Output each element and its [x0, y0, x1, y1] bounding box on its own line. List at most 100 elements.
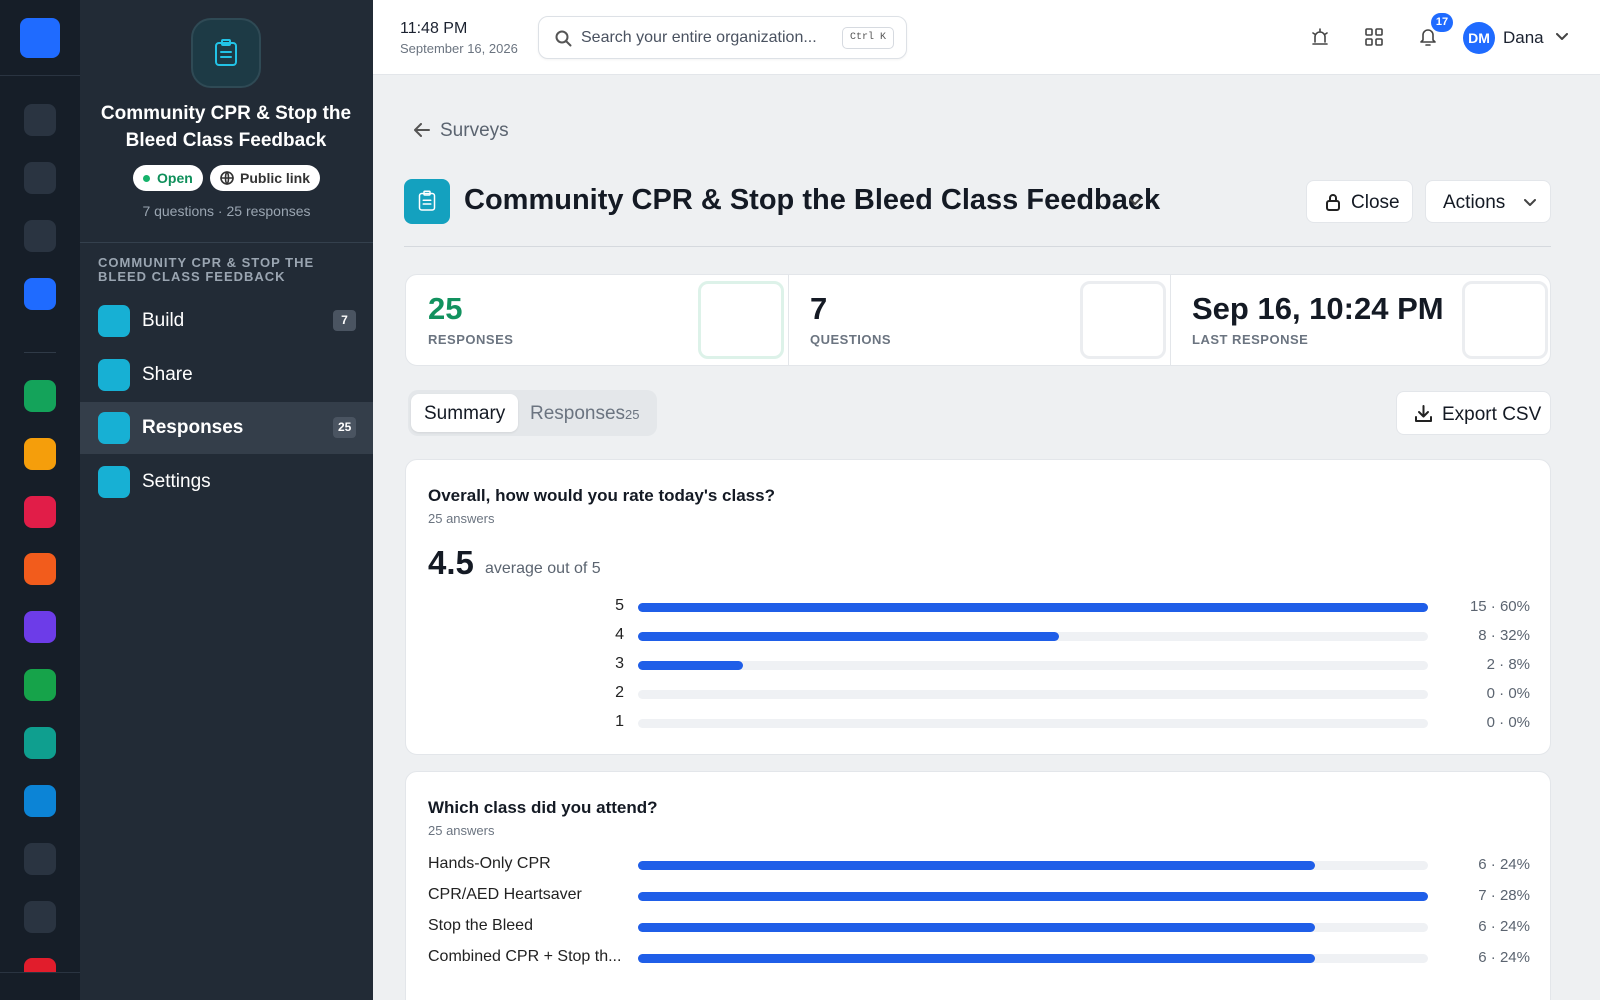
bar	[638, 892, 1428, 901]
value-label: 6 · 24%	[1478, 856, 1530, 873]
stat-label: RESPONSES	[428, 332, 514, 347]
nav-badge: 7	[333, 310, 356, 331]
back-arrow[interactable]	[414, 123, 430, 137]
answer-count: 25 answers	[428, 823, 495, 838]
question-card: Which class did you attend? 25 answers Han…	[405, 771, 1551, 1000]
nav-icon[interactable]	[24, 843, 56, 875]
nav-icon[interactable]	[24, 669, 56, 701]
question-card: Overall, how would you rate today's clas…	[405, 459, 1551, 755]
nav-icon[interactable]	[24, 220, 56, 252]
survey-meta: 7 questions · 25 responses	[142, 203, 311, 219]
survey-icon	[191, 18, 261, 88]
close-label: Close	[1351, 192, 1400, 213]
apps-icon[interactable]	[1365, 28, 1383, 46]
value-label: 6 · 24%	[1478, 918, 1530, 935]
status-text: Open	[157, 170, 193, 186]
lock-icon	[1326, 194, 1340, 211]
nav-icon[interactable]	[24, 438, 56, 470]
rail-footer	[0, 972, 80, 1000]
value-label: 0 · 0%	[1486, 714, 1530, 731]
bar	[638, 632, 1060, 641]
chevron-icon[interactable]	[1556, 33, 1568, 41]
stats-card: 25 RESPONSES 7 QUESTIONS Sep 16, 10:24 PM LAS…	[405, 274, 1551, 366]
close-button[interactable]: Close	[1306, 180, 1413, 223]
nav-label: Responses	[142, 417, 244, 438]
value-label: 15 · 60%	[1469, 598, 1530, 615]
stat-value: Sep 16, 10:24 PM	[1192, 291, 1444, 326]
nav-icon[interactable]	[24, 785, 56, 817]
option-label: Hands-Only CPR	[428, 855, 551, 872]
value-label: 8 · 32%	[1478, 627, 1530, 644]
tab-label: Summary	[424, 403, 506, 424]
nav-icon[interactable]	[24, 901, 56, 933]
nav-item[interactable]: Build 7	[80, 295, 373, 347]
nav-icon[interactable]	[24, 727, 56, 759]
average-value: 4.5	[428, 544, 474, 581]
nav-item[interactable]: Share	[80, 349, 373, 401]
stat-decoration	[1080, 281, 1166, 359]
page-title: Community CPR & Stop the Bleed Class Fee…	[464, 184, 1161, 216]
option-label: Stop the Bleed	[428, 917, 533, 934]
bar-track	[638, 661, 1428, 670]
title-menu-chevron[interactable]	[1129, 198, 1141, 206]
export-label: Export CSV	[1442, 404, 1542, 425]
option-label: Combined CPR + Stop th...	[428, 948, 622, 965]
nav-item[interactable]: Settings	[80, 456, 373, 508]
user-name[interactable]: Dana	[1503, 28, 1544, 47]
sidebar: Community CPR & Stop the Bleed Class Fee…	[80, 0, 373, 1000]
option-label: 4	[615, 626, 624, 643]
logo[interactable]	[20, 18, 60, 58]
question-title: Which class did you attend?	[428, 798, 658, 817]
back-link[interactable]: Surveys	[440, 120, 509, 141]
stat-value: 7	[810, 291, 828, 326]
public-link-pill[interactable]: Public link	[210, 165, 321, 191]
stat-label: QUESTIONS	[810, 332, 892, 347]
nav-label: Build	[142, 310, 185, 331]
section-heading: COMMUNITY CPR & STOP THE BLEED CLASS FEE…	[98, 255, 315, 284]
title-icon	[404, 179, 450, 224]
tab-summary[interactable]: Summary	[411, 394, 518, 432]
icon-rail	[0, 0, 80, 1000]
download-icon	[1415, 405, 1432, 422]
nav-icon[interactable]	[24, 278, 56, 310]
divider	[80, 242, 373, 243]
nav-icon[interactable]	[24, 553, 56, 585]
nav-icon[interactable]	[24, 104, 56, 136]
nav-icon[interactable]	[24, 496, 56, 528]
tab-count: 25	[625, 407, 640, 422]
divider	[404, 246, 1551, 247]
nav-badge: 25	[333, 417, 357, 438]
answer-count: 25 answers	[428, 511, 495, 526]
bar-track	[638, 719, 1428, 728]
avatar[interactable]: DM	[1463, 22, 1495, 54]
clock-date: September 16, 2026	[400, 41, 518, 56]
search-icon	[555, 30, 572, 47]
nav-icon[interactable]	[24, 611, 56, 643]
bar	[638, 603, 1428, 612]
search-box[interactable]: Search your entire organization... Ctrl …	[538, 16, 907, 59]
nav-icon[interactable]	[24, 380, 56, 412]
actions-button[interactable]: Actions	[1425, 180, 1551, 223]
option-label: 5	[615, 597, 624, 614]
export-button[interactable]: Export CSV	[1396, 391, 1551, 435]
status-pill: Open	[133, 165, 203, 191]
alert-icon[interactable]	[1311, 28, 1329, 46]
top-bar: 11:48 PM September 16, 2026 Search your …	[373, 0, 1600, 75]
bar-track	[638, 690, 1428, 699]
bar	[638, 861, 1316, 870]
notification-badge: 17	[1431, 13, 1453, 32]
globe-icon	[220, 171, 234, 185]
stat-value: 25	[428, 291, 463, 326]
nav-icon	[98, 465, 130, 498]
nav-item[interactable]: Responses 25	[80, 402, 373, 454]
chevron-icon	[1524, 199, 1536, 206]
status-dot	[143, 175, 150, 182]
question-title: Overall, how would you rate today's clas…	[428, 486, 775, 505]
nav-icon[interactable]	[24, 162, 56, 194]
value-label: 7 · 28%	[1478, 887, 1530, 904]
bell-icon[interactable]	[1419, 27, 1437, 47]
nav-icon	[98, 358, 130, 391]
tab-responses[interactable]: Responses	[530, 403, 626, 424]
value-label: 6 · 24%	[1478, 949, 1530, 966]
